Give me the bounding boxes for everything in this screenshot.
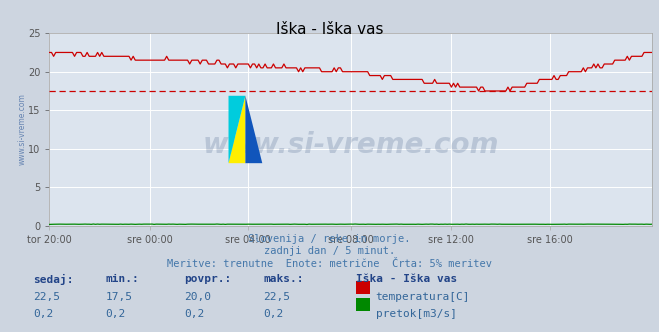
Text: www.si-vreme.com: www.si-vreme.com [203, 131, 499, 159]
Text: Iška - Iška vas: Iška - Iška vas [275, 22, 384, 37]
Text: 0,2: 0,2 [185, 309, 205, 319]
Polygon shape [245, 96, 262, 163]
Text: 0,2: 0,2 [264, 309, 284, 319]
Text: 22,5: 22,5 [264, 292, 291, 302]
Text: 0,2: 0,2 [33, 309, 53, 319]
Text: Slovenija / reke in morje.: Slovenija / reke in morje. [248, 234, 411, 244]
Text: www.si-vreme.com: www.si-vreme.com [18, 94, 27, 165]
Text: povpr.:: povpr.: [185, 274, 232, 284]
Text: maks.:: maks.: [264, 274, 304, 284]
Text: 20,0: 20,0 [185, 292, 212, 302]
Text: 17,5: 17,5 [105, 292, 132, 302]
Text: Meritve: trenutne  Enote: metrične  Črta: 5% meritev: Meritve: trenutne Enote: metrične Črta: … [167, 259, 492, 269]
Text: Iška - Iška vas: Iška - Iška vas [356, 274, 457, 284]
Polygon shape [229, 96, 245, 163]
Text: sedaj:: sedaj: [33, 274, 73, 285]
Text: pretok[m3/s]: pretok[m3/s] [376, 309, 457, 319]
Text: zadnji dan / 5 minut.: zadnji dan / 5 minut. [264, 246, 395, 256]
Text: 22,5: 22,5 [33, 292, 60, 302]
Text: 0,2: 0,2 [105, 309, 126, 319]
Polygon shape [229, 96, 245, 163]
Text: temperatura[C]: temperatura[C] [376, 292, 470, 302]
Text: min.:: min.: [105, 274, 139, 284]
